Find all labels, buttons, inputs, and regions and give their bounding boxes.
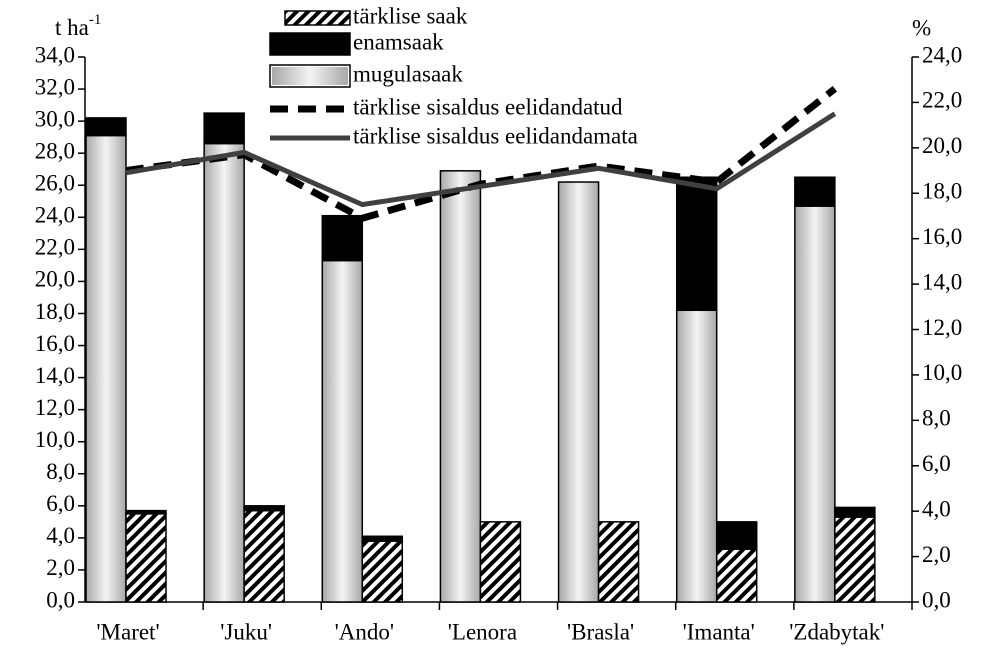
y-tick-label: 22,0: [35, 235, 75, 260]
y-tick-label: 34,0: [35, 42, 75, 67]
x-tick-label: 'Brasla': [567, 619, 634, 644]
bar: [203, 112, 245, 145]
bar: [715, 521, 758, 550]
bar: [794, 176, 836, 207]
legend-label: tärklise sisaldus eelidandamata: [353, 123, 638, 148]
y2-tick-label: 10,0: [922, 360, 962, 385]
bar: [439, 170, 482, 603]
y-tick-label: 18,0: [35, 299, 75, 324]
bar: [557, 181, 600, 603]
bar: [715, 548, 758, 603]
y-tick-label: 32,0: [35, 74, 75, 99]
y-tick-label: 28,0: [35, 138, 75, 163]
x-tick-label: 'Zdabytak': [789, 619, 884, 644]
y-tick-label: 16,0: [35, 331, 75, 356]
bar: [834, 516, 876, 603]
y-tick-label: 14,0: [35, 363, 75, 388]
x-tick-label: 'Imanta': [683, 619, 755, 644]
legend-label: tärklise sisaldus eelidandatud: [353, 94, 623, 119]
bar: [597, 521, 640, 603]
legend-label: tärklise saak: [353, 3, 468, 28]
bar: [85, 117, 127, 137]
y-tick-label: 20,0: [35, 267, 75, 292]
bar: [834, 506, 876, 518]
y2-tick-label: 24,0: [922, 42, 962, 67]
bar: [321, 214, 364, 262]
bar: [203, 142, 245, 603]
bar: [321, 259, 364, 603]
legend-label: enamsaak: [353, 29, 444, 54]
y2-tick-label: 4,0: [922, 496, 951, 521]
y2-tick-label: 20,0: [922, 133, 962, 158]
bar: [479, 521, 522, 603]
y2-axis-label: %: [912, 15, 931, 40]
bar: [361, 535, 404, 542]
y2-tick-label: 8,0: [922, 406, 951, 431]
y-tick-label: 24,0: [35, 203, 75, 228]
y2-tick-label: 16,0: [922, 224, 962, 249]
y-tick-label: 30,0: [35, 106, 75, 131]
legend-label: mugulasaak: [353, 61, 463, 86]
y2-tick-label: 22,0: [922, 88, 962, 113]
bar: [243, 505, 285, 512]
legend-swatch-inner: [272, 67, 348, 85]
y2-tick-label: 6,0: [922, 451, 951, 476]
y-label-text: t ha: [55, 15, 89, 40]
x-tick-label: 'Lenora: [448, 619, 517, 644]
bar: [361, 540, 404, 603]
x-tick-label: 'Ando': [335, 619, 394, 644]
line-series: [125, 111, 837, 208]
y2-tick-label: 14,0: [922, 269, 962, 294]
y-tick-label: 4,0: [46, 523, 75, 548]
y-tick-label: 12,0: [35, 395, 75, 420]
bar: [675, 176, 718, 312]
y2-tick-label: 18,0: [922, 179, 962, 204]
y-tick-label: 8,0: [46, 459, 75, 484]
legend-swatch: [284, 10, 351, 26]
bar: [125, 513, 167, 603]
bar: [243, 509, 285, 603]
y-tick-label: 6,0: [46, 491, 75, 516]
y-tick-label: 26,0: [35, 171, 75, 196]
bar: [125, 509, 167, 515]
y-tick-label: 10,0: [35, 427, 75, 452]
legend-swatch: [269, 32, 351, 56]
y-tick-label: 2,0: [46, 555, 75, 580]
y-tick-label: 0,0: [46, 587, 75, 612]
y-axis-label: t ha-1: [55, 12, 101, 40]
bar: [794, 205, 836, 603]
x-tick-label: 'Juku': [220, 619, 272, 644]
bar: [675, 309, 718, 603]
y2-tick-label: 12,0: [922, 315, 962, 340]
y-label-sup: -1: [89, 12, 102, 28]
bar: [85, 134, 127, 603]
y2-tick-label: 0,0: [922, 587, 951, 612]
x-tick-label: 'Maret': [96, 619, 159, 644]
y2-tick-label: 2,0: [922, 542, 951, 567]
